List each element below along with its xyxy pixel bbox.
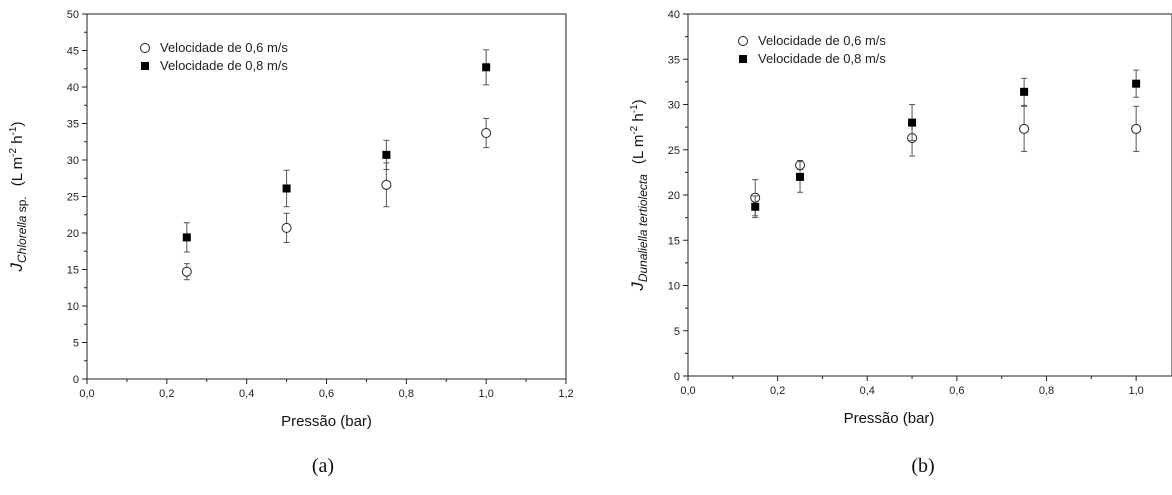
legend-entry: Velocidade de 0,8 m/s: [758, 51, 886, 66]
y-tick-label: 10: [67, 301, 79, 313]
chart-panel-b: 0,0 0,2 0,4 0,6 0,8 1,0 0 5 10 15 20 25 30 35 40 Pressã…: [628, 9, 1172, 477]
y-tick-label: 15: [668, 235, 680, 247]
y-tick-label: 20: [668, 190, 680, 202]
y-tick-label: 50: [67, 9, 79, 21]
x-tick-label: 0,6: [949, 385, 964, 397]
y-tick-label: 30: [67, 155, 79, 167]
x-tick-label: 0,0: [680, 385, 695, 397]
data-point-square: [796, 172, 805, 181]
y-axis-units-sup: -2: [629, 125, 640, 134]
y-axis-main: J: [7, 262, 26, 272]
y-tick-label: 10: [668, 281, 680, 293]
legend-marker-circle: [738, 36, 748, 46]
y-axis-units-mid: h: [630, 113, 647, 126]
x-tick-label: 0,6: [319, 388, 334, 400]
y-tick-label: 25: [67, 192, 79, 204]
y-axis-units: (L m: [9, 157, 26, 186]
series-filled-square: [182, 49, 491, 253]
y-axis-subscript: Dunaliella tertiolecta: [636, 174, 650, 282]
data-point-circle: [1131, 123, 1142, 134]
series-open-circle: [181, 117, 492, 281]
legend-marker-circle: [140, 43, 150, 53]
y-tick-label: 15: [67, 265, 79, 277]
y-axis-units-end: ): [630, 99, 647, 104]
y-tick-label: 25: [668, 145, 680, 157]
legend-marker-square: [141, 62, 149, 70]
data-point-square: [182, 233, 191, 242]
y-tick-label: 5: [73, 338, 79, 350]
data-point-square: [282, 184, 291, 193]
data-point-square: [1132, 79, 1141, 88]
data-point-circle: [1019, 123, 1030, 134]
data-point-circle: [181, 266, 192, 277]
x-tick-label: 0,8: [399, 388, 414, 400]
x-tick-label: 0,4: [239, 388, 254, 400]
plot-frame: [86, 13, 567, 380]
legend-entry: Velocidade de 0,8 m/s: [160, 58, 288, 73]
legend-marker-square: [739, 55, 747, 63]
y-tick-label: 45: [67, 46, 79, 58]
x-tick-label: 0,8: [1039, 385, 1054, 397]
y-axis-subscript-rest: sp.: [15, 196, 29, 215]
y-axis-main: J: [628, 282, 647, 292]
y-tick-label: 40: [67, 82, 79, 94]
x-axis-title: Pressão (bar): [281, 413, 372, 430]
data-point-square: [1020, 87, 1029, 96]
data-point-circle: [281, 222, 292, 233]
data-point-square: [908, 118, 917, 127]
y-axis-units-sup: -1: [8, 126, 19, 135]
data-point-circle: [381, 179, 392, 190]
legend: Velocidade de 0,6 m/s Velocidade de 0,8 m…: [140, 40, 288, 73]
plot-frame: [687, 13, 1172, 377]
x-tick-label: 0,4: [860, 385, 875, 397]
y-tick-label: 35: [668, 54, 680, 66]
data-point-square: [751, 202, 760, 211]
y-tick-label: 35: [67, 119, 79, 131]
data-point-square: [382, 150, 391, 159]
x-tick-label: 0,2: [770, 385, 785, 397]
x-tick-label: 1,0: [479, 388, 494, 400]
series-filled-square: [751, 69, 1141, 219]
legend-entry: Velocidade de 0,6 m/s: [160, 40, 288, 55]
y-axis-title: JDunaliella tertiolecta (L m-2 h-1): [628, 99, 650, 291]
legend: Velocidade de 0,6 m/s Velocidade de 0,8 m…: [738, 33, 886, 66]
panel-label: (b): [911, 455, 934, 477]
panel-label: (a): [312, 455, 334, 477]
y-axis-units-sup: -1: [629, 104, 640, 113]
y-tick-label: 0: [73, 374, 79, 386]
y-axis-units-sup: -2: [8, 148, 19, 157]
y-tick-label: 30: [668, 100, 680, 112]
y-axis-subscript: Chlorella: [15, 215, 29, 263]
y-tick-label: 0: [674, 371, 680, 383]
y-tick-label: 5: [674, 326, 680, 338]
series-open-circle: [750, 105, 1142, 217]
y-axis-units-mid: h: [9, 135, 26, 148]
y-tick-label: 20: [67, 228, 79, 240]
x-tick-label: 0,2: [159, 388, 174, 400]
data-point-square: [482, 63, 491, 72]
data-point-circle: [481, 127, 492, 138]
x-tick-label: 1,0: [1128, 385, 1143, 397]
chart-panel-a: 0,0 0,2 0,4 0,6 0,8 1,0 1,2 0 5 10 15 20 25 30 35 40 45 5…: [7, 9, 574, 477]
x-tick-label: 0,0: [79, 388, 94, 400]
y-axis-units: (L m: [630, 135, 647, 164]
y-tick-label: 40: [668, 9, 680, 21]
y-axis-title: JChlorella sp. (L m-2 h-1): [7, 122, 29, 273]
y-axis-units-end: ): [9, 122, 26, 127]
x-axis-title: Pressão (bar): [844, 410, 935, 427]
legend-entry: Velocidade de 0,6 m/s: [758, 33, 886, 48]
x-tick-label: 1,2: [558, 388, 573, 400]
